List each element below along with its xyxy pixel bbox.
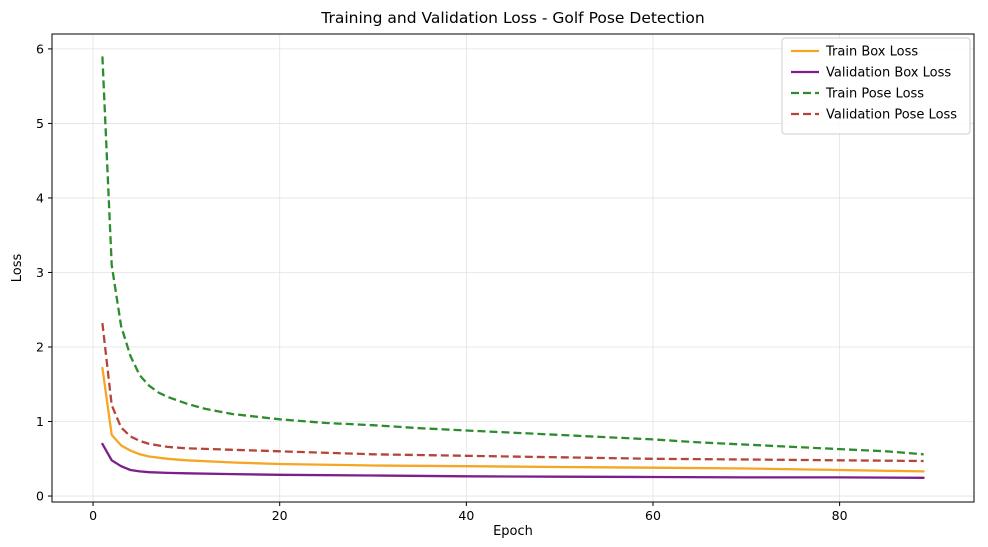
y-tick-label: 6 [36,41,44,56]
legend-label-4: Validation Pose Loss [826,108,957,123]
x-tick-label: 40 [458,508,474,523]
x-axis-label: Epoch [493,524,533,539]
series-line-3 [101,56,924,456]
y-tick-label: 4 [36,190,44,205]
x-tick-label: 0 [89,508,97,523]
legend-label-2: Validation Box Loss [826,66,951,81]
legend-box [781,37,971,135]
chart-title: Training and Validation Loss - Golf Pose… [320,9,704,27]
series-line-2 [101,442,925,479]
y-tick-label: 5 [36,116,44,131]
y-tick-label: 3 [36,265,44,280]
x-tick-label: 80 [832,508,848,523]
y-tick-label: 0 [36,489,44,504]
y-tick-label: 1 [36,414,44,429]
y-axis-label: Loss [10,254,25,283]
legend: Train Box Loss Validation Box Loss Train P… [781,37,971,135]
y-tick-label: 2 [36,339,44,354]
x-tick-label: 20 [272,508,288,523]
axes-frame [51,33,975,503]
series-line-1 [101,366,925,473]
legend-label-3: Train Pose Loss [825,87,924,102]
legend-label-1: Train Box Loss [825,45,918,60]
x-tick-label: 60 [645,508,661,523]
series-line-4 [101,322,924,463]
